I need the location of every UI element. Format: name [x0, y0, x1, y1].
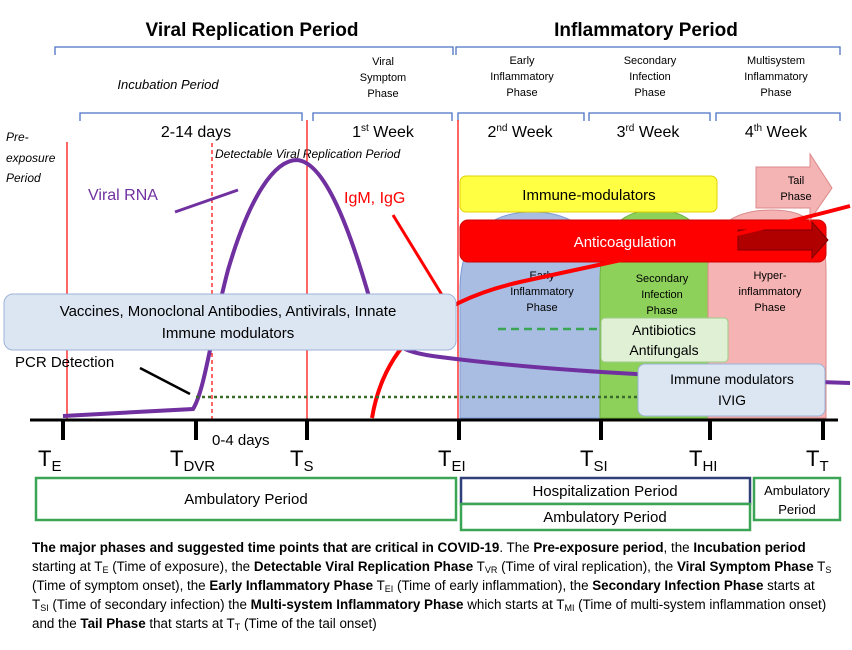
ambulatory-period-label-3b: Period	[778, 502, 816, 517]
viral-rna-label: Viral RNA	[88, 187, 158, 204]
timepoint-te: TE	[38, 446, 61, 475]
multisystem-label-1: Multisystem	[747, 55, 805, 67]
antibiotics-box	[600, 317, 729, 363]
viral-symptom-label-3: Phase	[367, 88, 398, 100]
immune-modulators-ivig-box	[637, 363, 826, 417]
early-dome-label-2: Inflammatory	[510, 286, 574, 298]
secondary-dome-label-2: Infection	[641, 289, 683, 301]
days-0-4-label: 0-4 days	[212, 432, 270, 449]
timepoint-ts: TS	[290, 446, 313, 475]
early-inflammatory-label-2: Inflammatory	[490, 71, 554, 83]
secondary-infection-label-2: Infection	[629, 71, 671, 83]
early-dome-label-3: Phase	[526, 302, 557, 314]
pcr-detection-label: PCR Detection	[15, 354, 114, 371]
multisystem-label-3: Phase	[760, 87, 791, 99]
secondary-infection-label-3: Phase	[634, 87, 665, 99]
multisystem-label-2: Inflammatory	[744, 71, 808, 83]
detectable-replication-label: Detectable Viral Replication Period	[215, 147, 401, 161]
immune-modulators-box	[459, 175, 718, 213]
ambulatory-period-label-1: Ambulatory Period	[184, 491, 307, 508]
antibiotics-label: Antibiotics	[632, 322, 696, 338]
week1-label: 1st Week	[352, 123, 415, 141]
ivig-label: IVIG	[718, 392, 746, 408]
vaccines-label-1: Vaccines, Monoclonal Antibodies, Antivir…	[60, 303, 397, 320]
viral-period-header: Viral Replication Period	[146, 20, 359, 41]
diagram-canvas: Viral Replication Period Inflammatory Pe…	[3, 20, 851, 532]
timepoint-tei: TEI	[438, 446, 466, 475]
immune-modulators-ivig-label-1: Immune modulators	[670, 371, 794, 387]
week2-bracket	[457, 112, 585, 121]
week1-bracket	[312, 112, 453, 121]
anticoagulation-arrow	[737, 220, 829, 260]
vaccines-box	[3, 293, 457, 351]
week3-label: 3rd Week	[617, 123, 681, 141]
pre-exposure-label-3: Period	[6, 171, 41, 185]
early-inflammatory-label-1: Early	[509, 55, 535, 67]
ambulatory-period-label-2: Ambulatory Period	[543, 509, 666, 526]
pre-exposure-label-1: Pre-	[6, 130, 29, 144]
days-2-14-label: 2-14 days	[161, 124, 231, 141]
early-inflammatory-label-3: Phase	[506, 87, 537, 99]
hyper-dome-label-1: Hyper-	[753, 270, 786, 282]
inflammatory-period-bracket	[455, 46, 841, 55]
timepoint-tdvr: TDVR	[170, 446, 215, 475]
timepoint-tsi: TSI	[580, 446, 608, 475]
anticoagulation-label: Anticoagulation	[574, 234, 677, 251]
igm-igg-pointer	[391, 214, 452, 309]
viral-rna-pointer	[174, 188, 239, 214]
secondary-dome-label-3: Phase	[646, 305, 677, 317]
secondary-dome-label-1: Secondary	[636, 273, 689, 285]
tail-phase-label-2: Phase	[780, 191, 811, 203]
figure-caption: The major phases and suggested time poin…	[32, 540, 832, 632]
inflammatory-period-header: Inflammatory Period	[554, 20, 738, 41]
viral-period-bracket	[54, 46, 454, 55]
viral-symptom-label-2: Symptom	[360, 72, 406, 84]
secondary-infection-label-1: Secondary	[624, 55, 677, 67]
tail-phase-label-1: Tail	[788, 175, 805, 187]
week4-label: 4th Week	[745, 123, 808, 141]
pcr-pointer	[139, 366, 191, 396]
week2-label: 2nd Week	[487, 123, 553, 141]
timepoint-thi: THI	[689, 446, 717, 475]
antifungals-label: Antifungals	[629, 342, 698, 358]
incubation-period-label: Incubation Period	[117, 77, 219, 92]
viral-symptom-label-1: Viral	[372, 56, 394, 68]
week3-bracket	[588, 112, 711, 121]
ambulatory-period-box-1	[34, 476, 458, 522]
hyper-dome-label-2: inflammatory	[739, 286, 802, 298]
pre-exposure-label-2: exposure	[6, 151, 56, 165]
incubation-bracket	[79, 112, 303, 121]
hyper-dome-label-3: Phase	[754, 302, 785, 314]
ambulatory-period-box-3	[752, 476, 842, 522]
viral-rna-curve	[62, 157, 851, 418]
ambulatory-period-label-3a: Ambulatory	[764, 483, 830, 498]
vaccines-label-2: Immune modulators	[162, 325, 295, 342]
hospitalization-period-label: Hospitalization Period	[532, 483, 677, 500]
week4-bracket	[715, 112, 841, 121]
timepoint-tt: TT	[806, 446, 829, 475]
igm-igg-label: IgM, IgG	[344, 190, 405, 207]
ambulatory-period-box-2	[459, 502, 752, 532]
immune-modulators-label: Immune-modulators	[522, 187, 655, 204]
tail-phase-arrow	[755, 152, 833, 222]
